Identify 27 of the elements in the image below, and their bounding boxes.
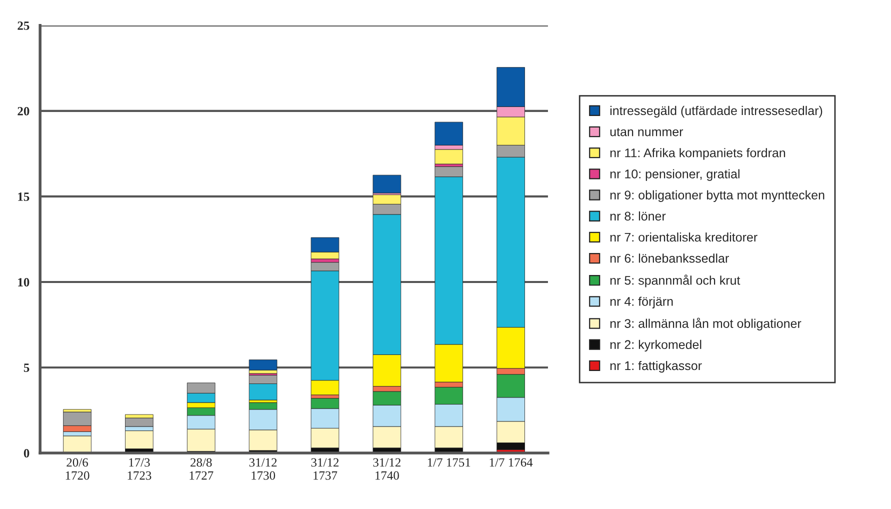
y-tick-label: 0 bbox=[24, 449, 30, 458]
y-tick-label: 15 bbox=[18, 192, 30, 201]
legend-label: utan nummer bbox=[610, 128, 684, 136]
legend-label: nr 5: spannmål och krut bbox=[610, 274, 740, 288]
legend-label: nr 2: kyrkomedel bbox=[610, 340, 702, 352]
x-tick-label: 17/3 1723 bbox=[128, 458, 152, 480]
x-tick-label: 31/12 1737 bbox=[311, 458, 339, 480]
x-tick-label: 1/7 1764 bbox=[490, 458, 533, 467]
x-tick-label: 28/8 1727 bbox=[190, 458, 214, 480]
legend-label: nr 4: förjärn bbox=[610, 296, 673, 308]
x-tick-label: 20/6 1720 bbox=[66, 458, 90, 480]
legend-label: nr 1: fattigkassor bbox=[610, 360, 702, 373]
y-tick-label: 20 bbox=[18, 106, 30, 116]
legend-label: nr 10: pensioner, gratial bbox=[610, 169, 740, 181]
legend-label: intressegäld (utfärdade intressesedlar) bbox=[610, 106, 822, 118]
legend-label: nr 6: lönebankssedlar bbox=[610, 254, 729, 263]
legend-label: nr 9: obligationer bytta mot mynttecken bbox=[610, 190, 824, 202]
legend-label: nr 3: allmänna lån mot obligationer bbox=[610, 318, 802, 330]
y-tick-label: 25 bbox=[18, 22, 30, 30]
y-tick-label: 5 bbox=[24, 364, 30, 372]
y-tick-label: 10 bbox=[18, 278, 30, 286]
legend-label: nr 8: löner bbox=[610, 211, 666, 221]
legend-label: nr 7: orientaliska kreditorer bbox=[610, 232, 758, 242]
x-tick-label: 1/7 1751 bbox=[428, 458, 470, 467]
x-tick-label: 31/12 1730 bbox=[249, 458, 277, 480]
legend-label: nr 11: Afrika kompaniets fordran bbox=[610, 148, 786, 160]
x-tick-label: 31/12 1740 bbox=[373, 458, 400, 480]
